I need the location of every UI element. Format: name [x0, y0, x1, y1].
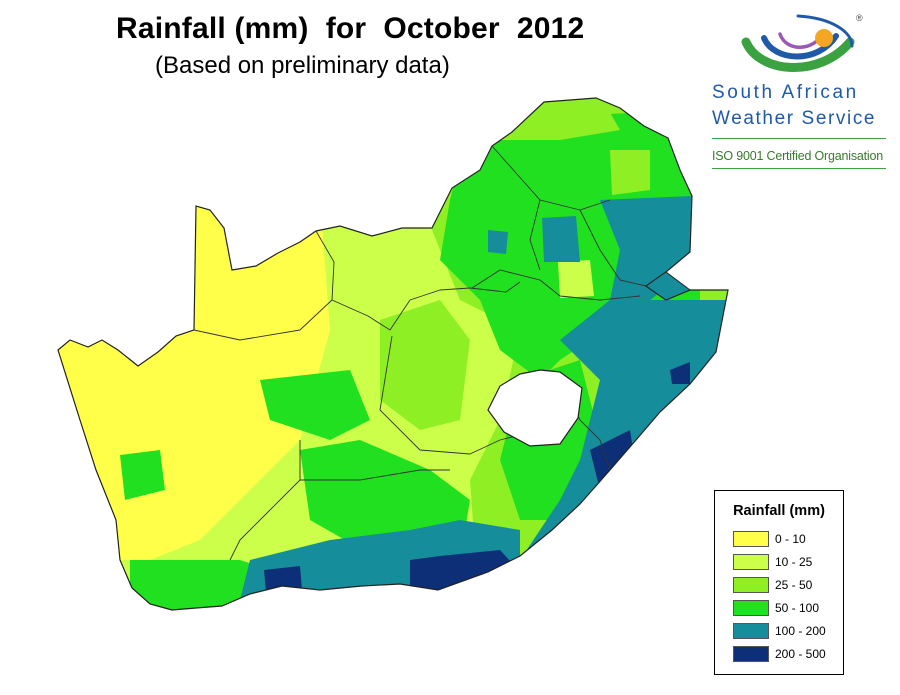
legend-item: 25 - 50	[733, 577, 843, 595]
zone-50-100-karoo	[260, 370, 370, 440]
legend-swatch	[733, 531, 769, 547]
saws-emblem-icon: ®	[741, 13, 863, 72]
map-legend: Rainfall (mm) 0 - 10 10 - 25 25 - 50 50 …	[714, 490, 844, 675]
legend-item: 100 - 200	[733, 623, 843, 641]
legend-swatch	[733, 554, 769, 570]
legend-title: Rainfall (mm)	[733, 503, 825, 519]
legend-item: 0 - 10	[733, 531, 843, 549]
rainfall-zones	[58, 98, 728, 610]
lesotho-blank	[487, 369, 583, 447]
legend-item: 200 - 500	[733, 646, 843, 664]
legend-label: 0 - 10	[775, 532, 806, 546]
logo-divider	[712, 138, 886, 139]
logo-text-line1: South African	[712, 82, 859, 103]
zone-10-25-highveld	[558, 260, 594, 298]
zone-25-50-lowveld	[610, 150, 650, 195]
zone-100-200-gauteng	[542, 216, 580, 262]
legend-label: 50 - 100	[775, 601, 820, 615]
zone-200-500-northeast-coast	[670, 362, 690, 384]
province-boundaries	[193, 145, 647, 561]
swaziland	[645, 271, 691, 301]
boundary-western-cape-north	[229, 440, 301, 561]
legend-item: 50 - 100	[733, 600, 843, 618]
legend-item: 10 - 25	[733, 554, 843, 572]
boundary-freestate-south	[379, 335, 541, 455]
boundary-freestate-north	[471, 269, 641, 301]
registered-mark: ®	[856, 13, 863, 23]
zone-200-500-south-patch	[264, 566, 302, 592]
legend-swatch	[733, 623, 769, 639]
map-title: Rainfall (mm) for October 2012	[116, 12, 585, 45]
legend-label: 200 - 500	[775, 647, 826, 661]
map-subtitle: (Based on preliminary data)	[155, 52, 450, 79]
legend-swatch	[733, 646, 769, 662]
boundary-northern-cape-north	[193, 281, 521, 341]
boundary-limpopo-south	[491, 145, 611, 211]
legend-swatch	[733, 600, 769, 616]
legend-swatch	[733, 577, 769, 593]
zone-25-50-central	[380, 300, 470, 430]
logo-iso-text: ISO 9001 Certified Organisation	[712, 149, 883, 163]
boundary-gauteng-west	[529, 199, 541, 271]
boundary-eastern-cape-west	[300, 469, 450, 481]
zone-100-200-northwest-patch	[488, 230, 508, 254]
saws-logo: ® South African Weather Service ISO 9001…	[712, 12, 892, 172]
legend-label: 100 - 200	[775, 624, 826, 638]
legend-label: 10 - 25	[775, 555, 813, 569]
legend-label: 25 - 50	[775, 578, 813, 592]
logo-divider	[712, 168, 886, 169]
boundary-northwest-west	[315, 230, 335, 301]
logo-text-line2: Weather Service	[712, 108, 877, 129]
boundary-mpumalanga	[579, 209, 647, 287]
zone-50-100-west-patch	[120, 450, 165, 500]
